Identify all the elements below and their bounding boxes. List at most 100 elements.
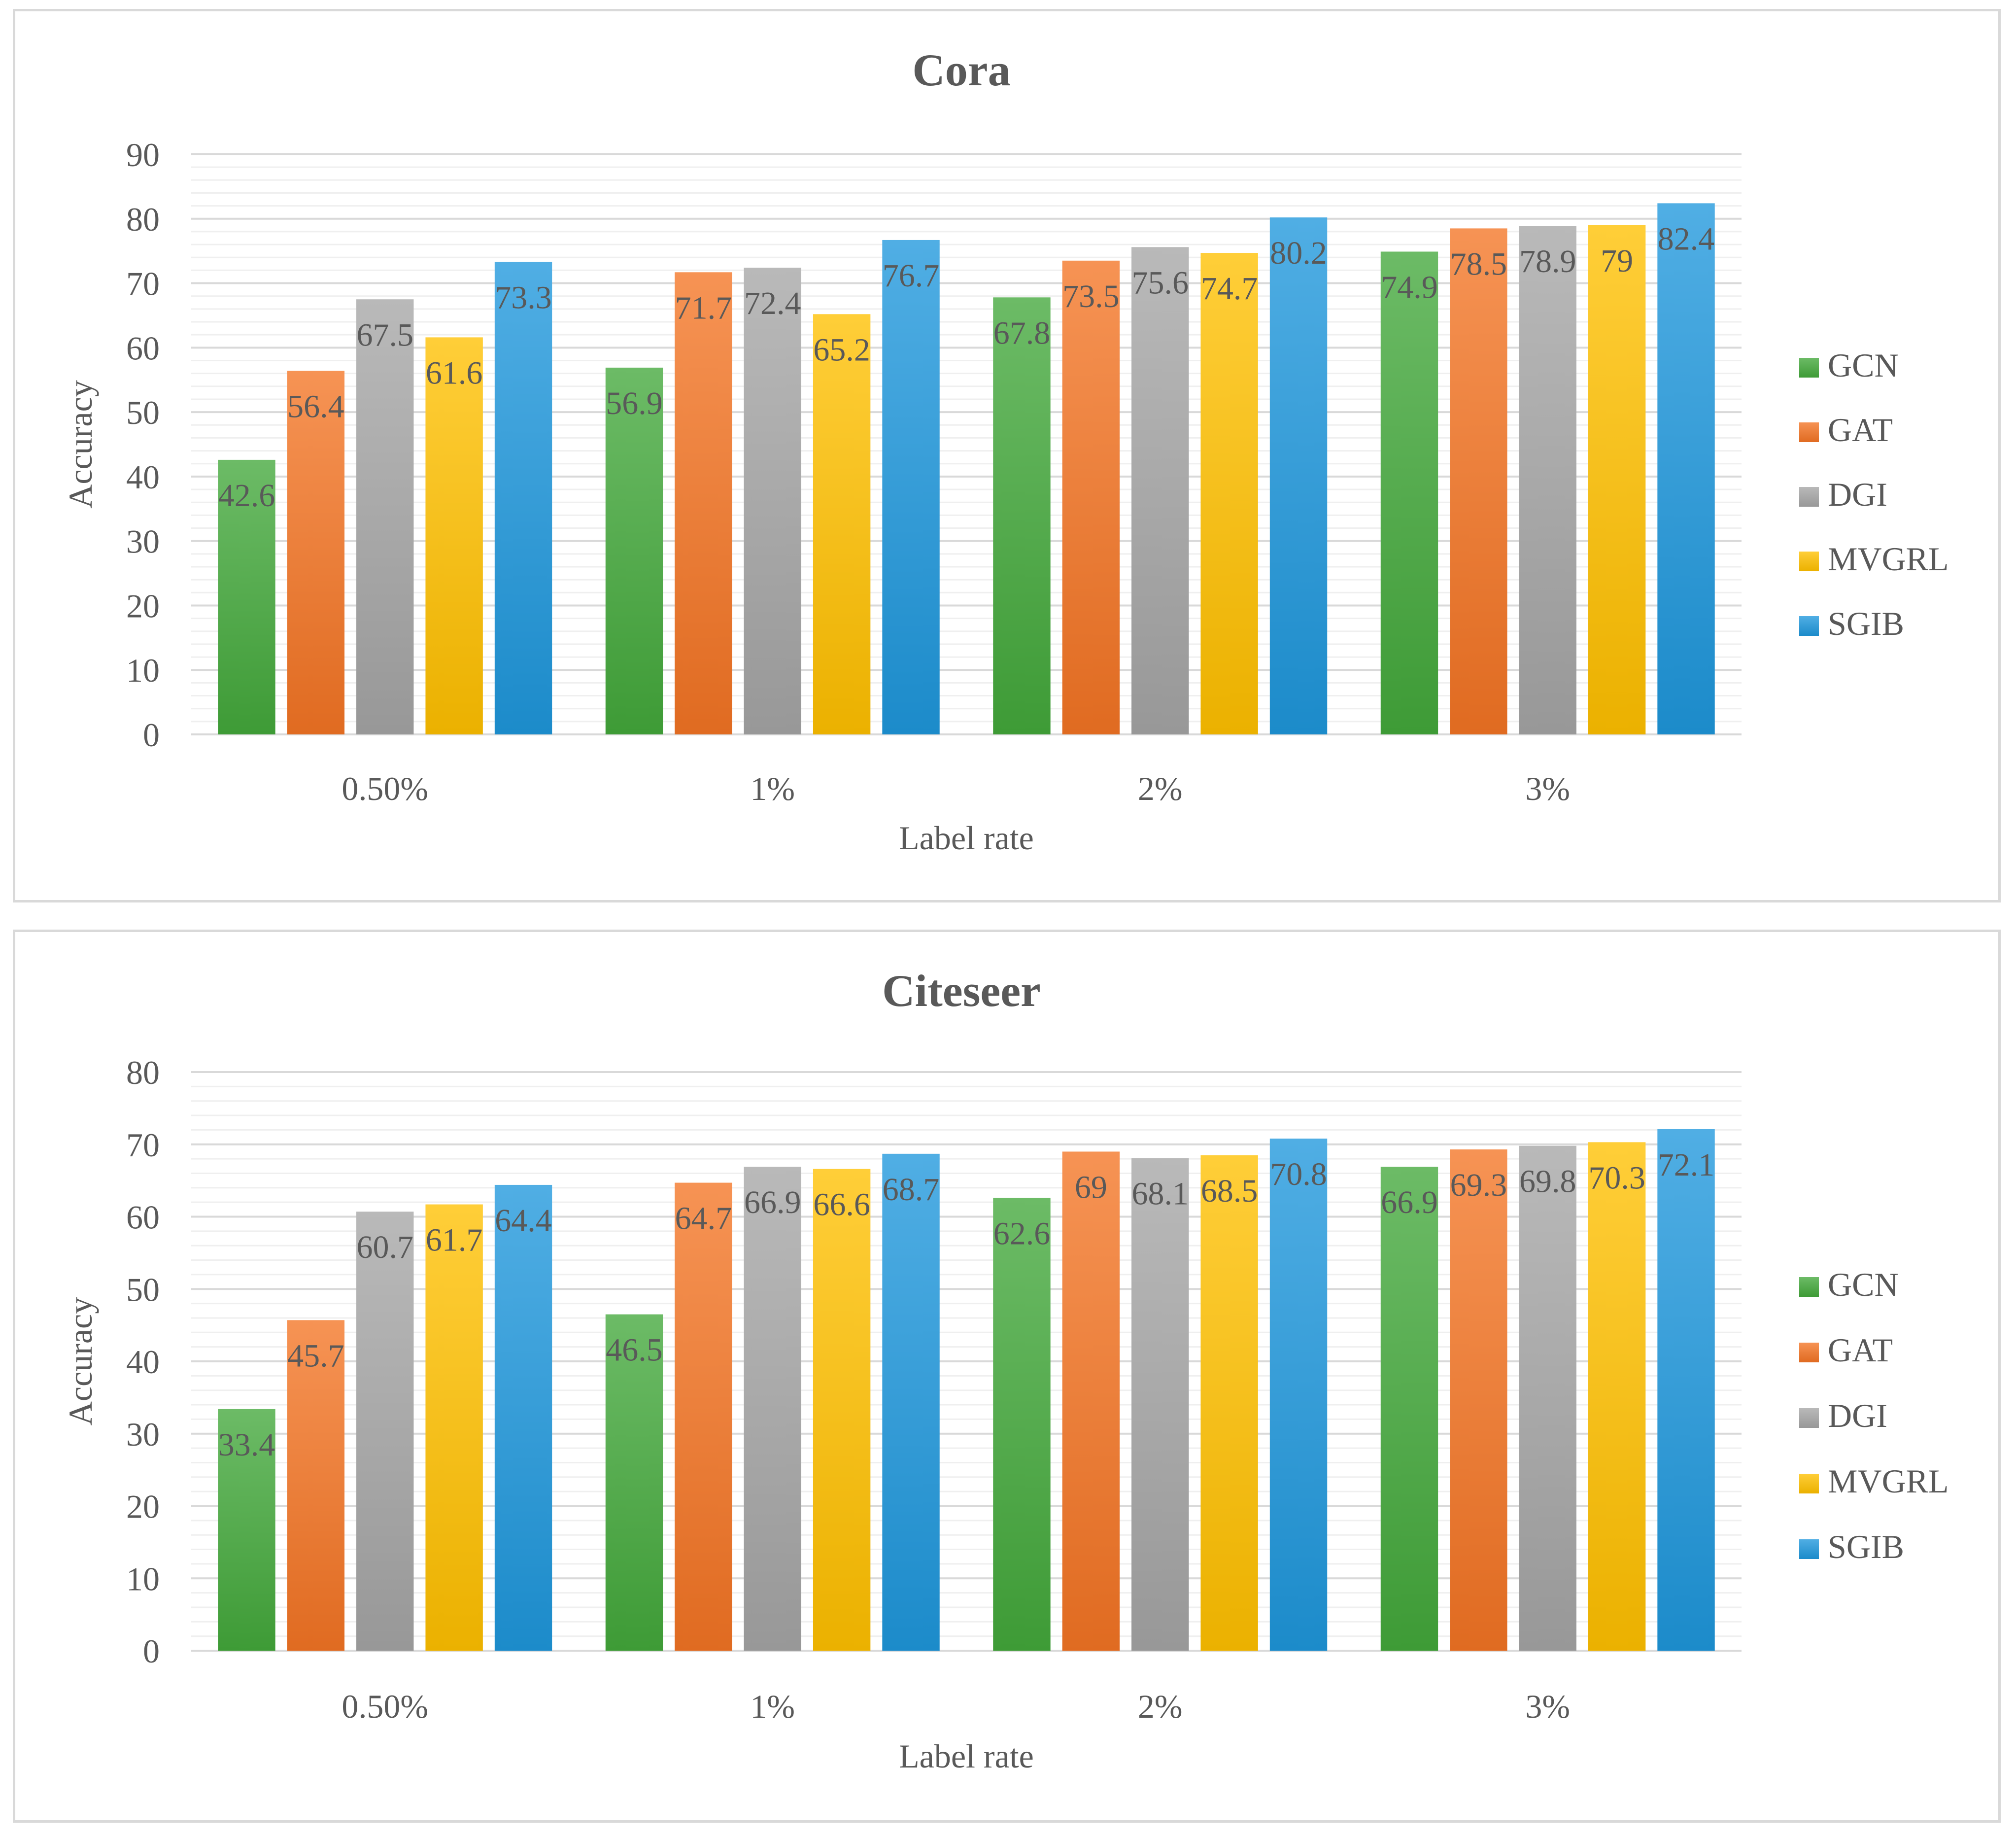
cora-legend-label: SGIB: [1828, 605, 1904, 642]
cora-bar-mvgrl-4: [1588, 225, 1646, 734]
cora-bar-gcn-2: [605, 367, 663, 734]
citeseer-data-label: 64.4: [495, 1203, 552, 1239]
cora-legend-item-gcn: GCN: [1799, 347, 1899, 384]
citeseer-legend-label: GCN: [1828, 1266, 1899, 1303]
citeseer-y-tick: 50: [126, 1271, 160, 1308]
citeseer-legend-item-mvgrl: MVGRL: [1799, 1462, 1949, 1500]
citeseer-bar-dgi-3: [1131, 1158, 1189, 1651]
cora-x-axis-label: Label rate: [899, 819, 1034, 857]
cora-data-label: 82.4: [1658, 221, 1715, 257]
cora-bar-gcn-3: [993, 297, 1051, 734]
citeseer-bar-mvgrl-2: [813, 1169, 871, 1651]
cora-data-label: 67.8: [993, 315, 1051, 351]
cora-legend-swatch: [1799, 358, 1819, 378]
citeseer-data-label: 70.8: [1270, 1156, 1327, 1192]
cora-bar-sgib-2: [882, 240, 940, 734]
cora-legend-swatch: [1799, 616, 1819, 636]
citeseer-bar-sgib-1: [494, 1184, 552, 1651]
citeseer-legend-item-gat: GAT: [1799, 1331, 1893, 1369]
cora-y-tick: 50: [126, 394, 160, 431]
cora-y-tick: 40: [126, 458, 160, 496]
citeseer-bar-dgi-4: [1519, 1145, 1576, 1651]
cora-category-label: 1%: [750, 770, 795, 807]
cora-data-label: 79: [1601, 243, 1633, 279]
citeseer-y-tick: 0: [143, 1632, 160, 1670]
cora-category-label: 0.50%: [342, 770, 428, 807]
cora-bar-dgi-2: [744, 268, 801, 734]
cora-bar-mvgrl-1: [425, 337, 483, 734]
cora-y-tick: 30: [126, 523, 160, 560]
cora-bar-gcn-4: [1380, 251, 1438, 734]
citeseer-bar-mvgrl-1: [425, 1204, 483, 1651]
citeseer-bar-gat-2: [675, 1182, 732, 1651]
cora-legend-label: DGI: [1828, 476, 1887, 513]
cora-data-label: 61.6: [426, 355, 483, 391]
cora-category-label: 3%: [1525, 770, 1570, 807]
cora-bar-sgib-4: [1657, 203, 1715, 734]
cora-bar-gat-4: [1450, 228, 1507, 735]
cora-legend-label: MVGRL: [1828, 540, 1949, 578]
cora-data-label: 76.7: [883, 258, 940, 294]
citeseer-chart: Citeseer 0 10 20 30 40 50 60 70 80 33.4 45.7 60.7 61.…: [62, 966, 1949, 1775]
citeseer-legend-label: MVGRL: [1828, 1462, 1949, 1500]
cora-legend-label: GCN: [1828, 347, 1899, 384]
cora-data-label: 78.5: [1450, 246, 1507, 282]
cora-legend-swatch: [1799, 552, 1819, 571]
citeseer-data-label: 68.1: [1132, 1176, 1189, 1212]
cora-bar-sgib-3: [1269, 217, 1328, 734]
citeseer-data-label: 33.4: [218, 1427, 275, 1463]
citeseer-bar-sgib-2: [882, 1153, 940, 1651]
citeseer-legend-swatch: [1799, 1277, 1819, 1297]
citeseer-data-label: 66.9: [1381, 1184, 1438, 1220]
cora-y-tick: 60: [126, 329, 160, 367]
citeseer-category-label: 1%: [750, 1688, 795, 1725]
cora-legend-item-dgi: DGI: [1799, 476, 1887, 513]
cora-data-label: 72.4: [744, 285, 801, 321]
cora-chart: Cora 0 10 20 30 40 50 60 70 80 90 42.6 56.4 67.5 61.6 7…: [62, 45, 1949, 857]
cora-y-tick: 80: [126, 201, 160, 238]
cora-bar-mvgrl-2: [813, 314, 871, 734]
citeseer-legend-item-sgib: SGIB: [1799, 1528, 1904, 1565]
cora-legend-item-gat: GAT: [1799, 411, 1893, 449]
cora-bar-dgi-1: [356, 299, 414, 734]
citeseer-y-axis-label: Accuracy: [62, 1297, 99, 1425]
cora-legend-swatch: [1799, 422, 1819, 442]
citeseer-category-label: 3%: [1525, 1688, 1570, 1725]
cora-y-tick: 0: [143, 716, 160, 754]
cora-data-label: 73.5: [1062, 278, 1120, 314]
cora-data-label: 71.7: [675, 290, 732, 326]
citeseer-bar-mvgrl-4: [1588, 1142, 1646, 1651]
citeseer-data-label: 64.7: [675, 1201, 732, 1237]
cora-data-label: 73.3: [495, 279, 552, 315]
citeseer-bar-mvgrl-3: [1200, 1155, 1258, 1651]
citeseer-data-label: 66.9: [744, 1184, 801, 1220]
citeseer-legend-swatch: [1799, 1343, 1819, 1362]
citeseer-data-label: 62.6: [993, 1215, 1051, 1251]
citeseer-data-label: 72.1: [1658, 1147, 1715, 1183]
cora-bar-dgi-4: [1519, 226, 1576, 734]
citeseer-bar-gat-3: [1062, 1151, 1120, 1651]
cora-legend-item-mvgrl: MVGRL: [1799, 540, 1949, 578]
citeseer-title: Citeseer: [882, 966, 1041, 1016]
citeseer-chart-panel: Citeseer 0 10 20 30 40 50 60 70 80 33.4 45.7 60.7 61.…: [13, 930, 2001, 1823]
cora-legend-item-sgib: SGIB: [1799, 605, 1904, 642]
cora-data-label: 74.9: [1381, 269, 1438, 305]
citeseer-data-label: 69: [1075, 1169, 1107, 1205]
cora-bar-mvgrl-3: [1200, 253, 1258, 734]
cora-data-label: 56.9: [606, 385, 663, 421]
citeseer-bar-gcn-4: [1380, 1167, 1438, 1651]
citeseer-data-label: 66.6: [813, 1187, 870, 1223]
cora-bar-sgib-1: [494, 262, 552, 734]
cora-data-label: 80.2: [1270, 235, 1327, 271]
citeseer-y-tick: 80: [126, 1054, 160, 1091]
citeseer-data-label: 69.3: [1450, 1167, 1507, 1203]
citeseer-y-tick: 20: [126, 1488, 160, 1525]
citeseer-bar-dgi-2: [744, 1167, 801, 1651]
cora-data-label: 65.2: [813, 332, 870, 368]
citeseer-legend-label: SGIB: [1828, 1528, 1904, 1565]
cora-data-label: 75.6: [1132, 265, 1189, 301]
cora-bar-gcn-1: [218, 459, 275, 734]
cora-data-label: 56.4: [287, 388, 344, 424]
citeseer-data-label: 61.7: [426, 1222, 483, 1258]
citeseer-y-tick: 60: [126, 1199, 160, 1236]
